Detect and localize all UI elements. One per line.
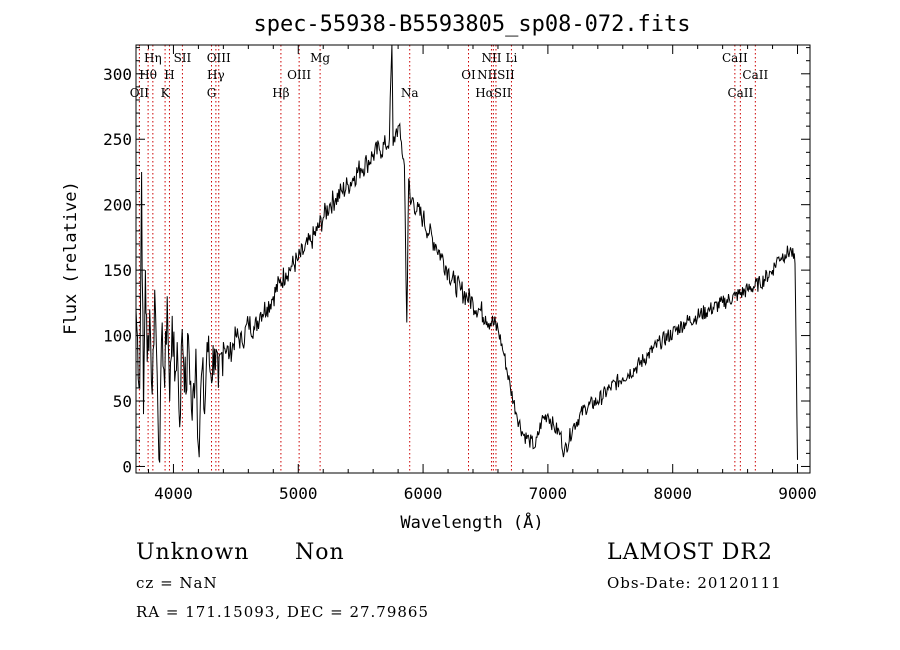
object-subclass: Non bbox=[295, 540, 345, 565]
line-label-18: CaII bbox=[722, 51, 748, 65]
line-label-17: HαSII bbox=[475, 86, 512, 100]
line-label-2: OII bbox=[130, 86, 150, 100]
y-tick-label-2: 100 bbox=[103, 327, 132, 346]
spectrum-chart: spec-55938-B5593805_sp08-072.fits Wavele… bbox=[61, 12, 817, 533]
spectral-line-markers bbox=[138, 45, 756, 473]
line-label-3: SII bbox=[174, 51, 192, 65]
line-label-9: Mg bbox=[310, 51, 330, 65]
line-label-6: OIII bbox=[207, 51, 231, 65]
x-tick-label-2: 6000 bbox=[404, 484, 443, 503]
survey-name: LAMOST DR2 bbox=[607, 540, 773, 565]
y-tick-label-4: 200 bbox=[103, 196, 132, 215]
y-tick-label-0: 0 bbox=[122, 457, 132, 476]
obs-date: Obs-Date: 20120111 bbox=[607, 574, 782, 592]
x-tick-label-3: 7000 bbox=[529, 484, 568, 503]
axes: 4000 5000 6000 7000 8000 9000 0 50 100 150 200 250 3… bbox=[103, 44, 817, 503]
x-tick-label-1: 5000 bbox=[279, 484, 318, 503]
redshift: cz = NaN bbox=[136, 574, 218, 592]
line-label-1: Hθ bbox=[139, 68, 157, 82]
y-tick-label-3: 150 bbox=[103, 261, 132, 280]
line-label-19: CaII bbox=[742, 68, 768, 82]
x-axis-label: Wavelength (Å) bbox=[400, 511, 543, 533]
x-tick-label-4: 8000 bbox=[653, 484, 692, 503]
line-label-16: NIISII bbox=[477, 68, 515, 82]
y-tick-label-5: 250 bbox=[103, 130, 132, 149]
x-tick-label-0: 4000 bbox=[154, 484, 193, 503]
line-label-4: H bbox=[164, 68, 174, 82]
line-label-10: OIII bbox=[287, 68, 311, 82]
x-tick-label-5: 9000 bbox=[778, 484, 817, 503]
line-label-11: Hβ bbox=[272, 86, 289, 100]
object-class: Unknown bbox=[136, 540, 250, 565]
line-label-7: Hγ bbox=[207, 68, 225, 82]
line-label-12: Na bbox=[401, 86, 419, 100]
y-tick-label-1: 50 bbox=[113, 392, 132, 411]
line-label-13: NII bbox=[481, 51, 501, 65]
chart-title: spec-55938-B5593805_sp08-072.fits bbox=[253, 12, 690, 37]
coordinates: RA = 171.15093, DEC = 27.79865 bbox=[136, 603, 430, 621]
y-axis-label: Flux (relative) bbox=[61, 181, 81, 335]
y-tick-label-6: 300 bbox=[103, 65, 132, 84]
line-label-20: CaII bbox=[727, 86, 753, 100]
spectrum-line bbox=[135, 44, 798, 463]
line-label-14: Li bbox=[506, 51, 518, 65]
line-label-0: Hη bbox=[144, 51, 162, 65]
line-label-5: K bbox=[161, 86, 171, 100]
spectrum-series bbox=[135, 44, 798, 463]
line-label-15: OI bbox=[461, 68, 476, 82]
line-label-8: G bbox=[207, 86, 217, 100]
plot-frame bbox=[135, 44, 811, 474]
